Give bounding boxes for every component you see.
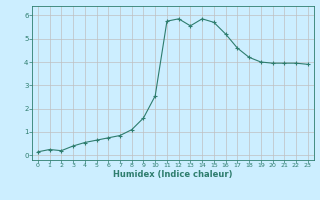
X-axis label: Humidex (Indice chaleur): Humidex (Indice chaleur) <box>113 170 233 179</box>
